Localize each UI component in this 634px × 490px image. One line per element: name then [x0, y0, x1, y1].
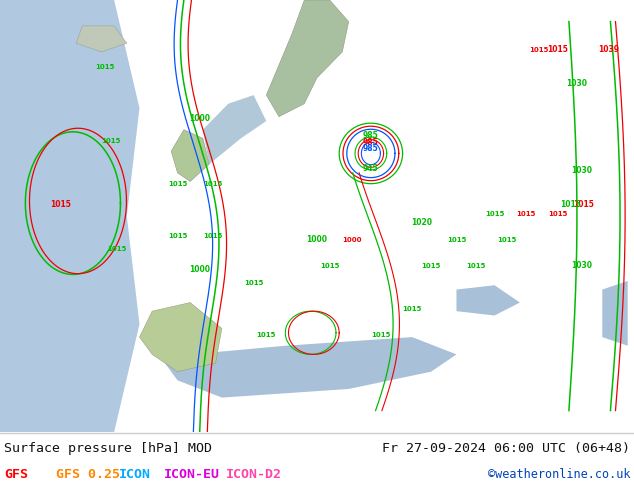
Text: 1015: 1015 — [517, 211, 536, 217]
Text: 985: 985 — [363, 131, 378, 140]
Text: 1015: 1015 — [203, 181, 222, 187]
Text: GFS 0.25: GFS 0.25 — [56, 467, 120, 481]
Text: ICON: ICON — [119, 467, 151, 481]
Text: 985: 985 — [363, 144, 378, 153]
Polygon shape — [203, 95, 266, 164]
Text: 1015: 1015 — [95, 64, 114, 70]
Text: 1015: 1015 — [466, 263, 485, 269]
Text: 1000: 1000 — [342, 237, 361, 243]
Text: ICON-EU: ICON-EU — [164, 467, 220, 481]
Text: 1015: 1015 — [108, 245, 127, 252]
Text: 1000: 1000 — [306, 235, 328, 244]
Text: 985: 985 — [363, 138, 378, 147]
Text: GFS: GFS — [4, 467, 28, 481]
Text: 1030: 1030 — [571, 261, 593, 270]
Text: 1015: 1015 — [403, 306, 422, 312]
Polygon shape — [76, 26, 127, 52]
Text: Surface pressure [hPa] MOD: Surface pressure [hPa] MOD — [4, 441, 212, 455]
Text: 1015: 1015 — [548, 211, 567, 217]
Text: 945: 945 — [363, 164, 378, 172]
Text: 1030: 1030 — [566, 79, 588, 88]
Polygon shape — [456, 285, 520, 316]
Text: 1015: 1015 — [371, 332, 390, 338]
Text: ICON-D2: ICON-D2 — [226, 467, 282, 481]
Polygon shape — [171, 130, 209, 181]
Text: 1020: 1020 — [411, 218, 432, 227]
Polygon shape — [602, 281, 628, 346]
Text: 1015: 1015 — [498, 237, 517, 243]
Text: 1015: 1015 — [560, 200, 581, 209]
Text: 1015: 1015 — [529, 47, 548, 53]
Text: 1015: 1015 — [447, 237, 466, 243]
Text: ©weatheronline.co.uk: ©weatheronline.co.uk — [488, 467, 630, 481]
Text: 1030: 1030 — [571, 166, 593, 175]
Polygon shape — [139, 302, 222, 372]
Text: 1015: 1015 — [573, 200, 593, 209]
Text: 1015: 1015 — [422, 263, 441, 269]
Text: 1015: 1015 — [485, 211, 504, 217]
Polygon shape — [165, 337, 456, 397]
Text: 1015: 1015 — [257, 332, 276, 338]
Polygon shape — [0, 0, 139, 432]
Text: 1015: 1015 — [244, 280, 263, 286]
Text: 1015: 1015 — [168, 233, 187, 239]
Text: 1015: 1015 — [50, 200, 70, 209]
Text: 1000: 1000 — [189, 114, 210, 123]
Text: 1000: 1000 — [189, 265, 210, 274]
Text: 1015: 1015 — [203, 233, 222, 239]
Text: 1015: 1015 — [548, 45, 568, 54]
Text: 1015: 1015 — [101, 138, 120, 144]
Text: 1015: 1015 — [320, 263, 339, 269]
Text: 1039: 1039 — [598, 45, 619, 54]
Text: 1015: 1015 — [168, 181, 187, 187]
Polygon shape — [266, 0, 349, 117]
Text: Fr 27-09-2024 06:00 UTC (06+48): Fr 27-09-2024 06:00 UTC (06+48) — [382, 441, 630, 455]
